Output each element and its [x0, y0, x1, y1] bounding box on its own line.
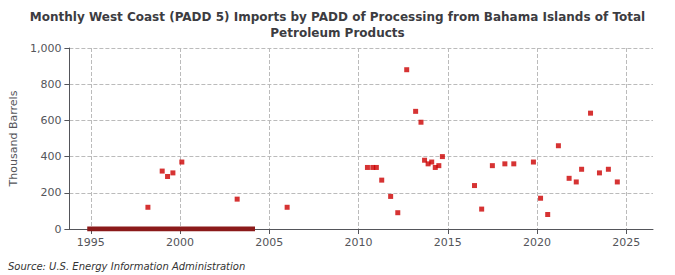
- svg-text:Source: U.S. Energy Informatio: Source: U.S. Energy Information Administ…: [8, 261, 245, 272]
- svg-text:400: 400: [40, 150, 61, 163]
- svg-text:200: 200: [40, 186, 61, 199]
- svg-text:Petroleum Products: Petroleum Products: [270, 26, 404, 40]
- svg-text:2010: 2010: [345, 236, 373, 249]
- svg-text:0: 0: [54, 223, 61, 236]
- svg-text:2005: 2005: [255, 236, 283, 249]
- svg-text:1995: 1995: [77, 236, 105, 249]
- svg-text:1,000: 1,000: [30, 42, 62, 55]
- svg-text:2020: 2020: [523, 236, 551, 249]
- svg-text:2025: 2025: [612, 236, 640, 249]
- svg-text:Thousand Barrels: Thousand Barrels: [7, 90, 20, 187]
- svg-text:2000: 2000: [166, 236, 194, 249]
- svg-text:Monthly West Coast (PADD 5) Im: Monthly West Coast (PADD 5) Imports by P…: [30, 10, 645, 24]
- svg-text:600: 600: [40, 114, 61, 127]
- svg-text:800: 800: [40, 78, 61, 91]
- svg-text:2015: 2015: [434, 236, 462, 249]
